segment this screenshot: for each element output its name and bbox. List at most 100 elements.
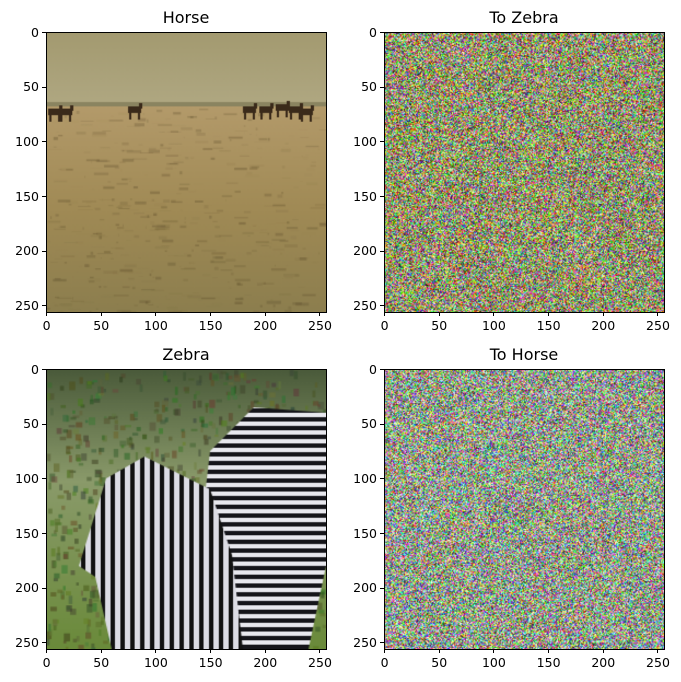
y-tick-mark <box>380 369 384 371</box>
x-tick-label: 50 <box>93 655 110 670</box>
x-tick-label: 150 <box>198 318 223 333</box>
y-tick-mark <box>380 250 384 252</box>
x-tick-label: 250 <box>308 318 332 333</box>
image-to-horse <box>384 369 664 649</box>
x-tick-label: 250 <box>646 318 670 333</box>
y-tick-mark <box>380 423 384 425</box>
axes-title: To Horse <box>489 345 559 364</box>
x-tick-mark <box>602 312 604 316</box>
x-tick-label: 50 <box>431 318 448 333</box>
x-tick-mark <box>210 649 212 653</box>
x-tick-label: 150 <box>536 318 561 333</box>
x-tick-mark <box>493 649 495 653</box>
image-zebra <box>46 369 326 649</box>
x-tick-mark <box>319 312 321 316</box>
y-tick-label: 250 <box>15 634 39 650</box>
x-tick-label: 250 <box>646 655 670 670</box>
y-tick-mark <box>42 250 46 252</box>
x-tick-mark <box>384 312 386 316</box>
x-tick-mark <box>548 649 550 653</box>
x-tick-label: 50 <box>431 655 448 670</box>
y-tick-label: 150 <box>15 525 39 541</box>
y-tick-mark <box>380 642 384 644</box>
x-tick-mark <box>264 649 266 653</box>
x-tick-label: 250 <box>308 655 332 670</box>
y-tick-mark <box>380 587 384 589</box>
y-tick-label: 0 <box>369 24 377 40</box>
x-tick-mark <box>657 312 659 316</box>
x-tick-mark <box>155 649 157 653</box>
x-tick-label: 0 <box>380 655 389 670</box>
axes-to-horse: To Horse 0 50 100 150 200 250 0 50 100 150 200 250 <box>353 345 670 670</box>
x-tick-label: 100 <box>143 655 168 670</box>
y-tick-mark <box>380 141 384 143</box>
x-tick-mark <box>100 312 102 316</box>
y-tick-mark <box>42 141 46 143</box>
x-tick-label: 0 <box>380 318 389 333</box>
y-tick-label: 50 <box>23 79 39 95</box>
x-tick-mark <box>548 312 550 316</box>
x-tick-label: 200 <box>253 655 278 670</box>
x-tick-mark <box>438 649 440 653</box>
y-tick-label: 150 <box>15 188 39 204</box>
y-tick-label: 0 <box>369 361 377 377</box>
y-tick-label: 200 <box>15 580 39 596</box>
x-tick-label: 0 <box>42 318 51 333</box>
y-tick-mark <box>380 86 384 88</box>
y-tick-mark <box>380 305 384 307</box>
y-tick-mark <box>42 478 46 480</box>
x-tick-mark <box>155 312 157 316</box>
y-tick-mark <box>42 587 46 589</box>
y-tick-label: 200 <box>353 580 377 596</box>
x-tick-mark <box>210 312 212 316</box>
x-tick-label: 50 <box>93 318 110 333</box>
y-tick-label: 50 <box>23 416 39 432</box>
x-tick-mark <box>100 649 102 653</box>
y-tick-mark <box>380 32 384 34</box>
y-tick-mark <box>380 478 384 480</box>
y-tick-mark <box>42 642 46 644</box>
y-tick-label: 50 <box>361 416 377 432</box>
y-tick-mark <box>380 196 384 198</box>
y-tick-label: 150 <box>353 188 377 204</box>
x-tick-label: 150 <box>198 655 223 670</box>
y-tick-label: 100 <box>15 470 39 486</box>
y-tick-label: 250 <box>353 634 377 650</box>
y-tick-label: 50 <box>361 79 377 95</box>
axes-horse: Horse 0 50 100 150 200 250 0 50 100 150 200 250 <box>15 8 332 333</box>
y-tick-label: 100 <box>353 470 377 486</box>
axes-to-zebra: To Zebra 0 50 100 150 200 250 0 50 100 150 200 250 <box>353 8 670 333</box>
y-tick-mark <box>42 423 46 425</box>
x-tick-label: 200 <box>591 655 616 670</box>
y-tick-label: 100 <box>353 133 377 149</box>
y-tick-label: 200 <box>353 243 377 259</box>
x-tick-mark <box>46 649 48 653</box>
axes-title: Zebra <box>162 345 210 364</box>
y-tick-label: 0 <box>31 24 39 40</box>
y-tick-mark <box>42 196 46 198</box>
y-tick-label: 250 <box>15 297 39 313</box>
axes-title: To Zebra <box>489 8 559 27</box>
x-tick-mark <box>602 649 604 653</box>
y-tick-mark <box>42 86 46 88</box>
image-to-zebra <box>384 32 664 312</box>
y-tick-mark <box>42 305 46 307</box>
x-tick-mark <box>438 312 440 316</box>
axes-title: Horse <box>162 8 210 27</box>
x-tick-label: 150 <box>536 655 561 670</box>
y-tick-mark <box>42 32 46 34</box>
x-tick-label: 200 <box>591 318 616 333</box>
y-tick-mark <box>42 369 46 371</box>
x-tick-mark <box>319 649 321 653</box>
y-tick-mark <box>380 533 384 535</box>
x-tick-label: 0 <box>42 655 51 670</box>
y-tick-label: 0 <box>31 361 39 377</box>
y-tick-mark <box>42 533 46 535</box>
y-tick-label: 100 <box>15 133 39 149</box>
x-tick-mark <box>264 312 266 316</box>
y-tick-label: 150 <box>353 525 377 541</box>
y-tick-label: 250 <box>353 297 377 313</box>
image-horse <box>46 32 326 312</box>
y-tick-label: 200 <box>15 243 39 259</box>
